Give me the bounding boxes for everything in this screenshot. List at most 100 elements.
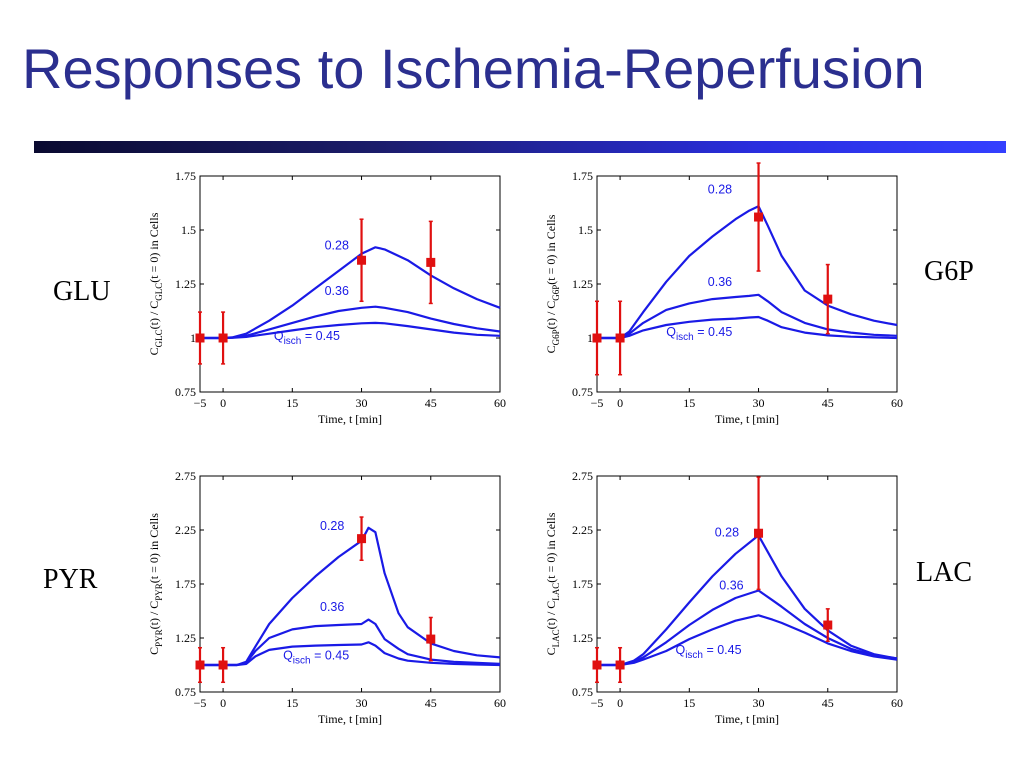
curve-annotation: 0.36 [719,578,743,592]
g6p-label: G6P [924,256,974,287]
x-tick-label: 45 [822,396,834,410]
x-tick-label: 60 [494,696,506,710]
x-tick-label: 45 [425,396,437,410]
curve-annotation: 0.36 [320,600,344,614]
lac-chart: −5 0 15 30 45 60 0.75 1.25 1.75 2.25 2.75 Time, t [… [544,469,903,726]
plot-area [596,175,898,393]
data-point [218,646,228,684]
curve-annotation: Qisch = 0.45 [675,643,741,661]
y-axis-label: CGLC(t) / CGLC(t = 0) in Cells [147,212,164,355]
y-tick-label: 2.75 [572,469,593,483]
curve-q-036 [597,589,898,667]
y-tick-label: 0.75 [572,685,593,699]
x-tick-label: −5 [194,696,207,710]
data-marker [218,660,228,670]
data-marker [195,333,205,343]
y-tick-label: 1 [190,331,196,345]
y-tick-label: 1.25 [572,631,593,645]
data-point [357,516,367,561]
lac-label: LAC [916,557,972,588]
x-tick-label: 60 [494,396,506,410]
curve-q-045 [200,641,501,667]
data-marker [615,333,625,343]
pyr-chart: −5 0 15 30 45 60 0.75 1.25 1.75 2.25 2.75 Time, t [… [147,469,506,726]
y-tick-label: 1.75 [572,577,593,591]
x-tick-label: −5 [591,396,604,410]
curve-q-028 [597,205,898,340]
y-tick-label: 1.25 [572,277,593,291]
data-marker [592,660,602,670]
y-tick-label: 0.75 [175,385,196,399]
data-marker [426,634,436,644]
slide-title: Responses to Ischemia-Reperfusion [22,37,925,100]
x-axis-label: Time, t [min] [715,712,779,726]
glu-chart: −5 0 15 30 45 60 0.75 1 1.25 1.5 1.75 Time, t [min]… [147,169,506,426]
x-tick-label: 15 [286,696,298,710]
x-tick-label: 30 [356,696,368,710]
curve-annotation: 0.28 [320,519,344,533]
data-point [592,300,602,376]
x-axis-label: Time, t [min] [318,712,382,726]
y-tick-label: 1.75 [175,577,196,591]
x-tick-label: 30 [753,396,765,410]
pyr-label: PYR [43,564,98,595]
x-tick-label: 45 [425,696,437,710]
data-marker [357,534,367,544]
x-tick-label: 45 [822,696,834,710]
x-tick-label: 30 [356,396,368,410]
data-marker [823,620,833,630]
data-point [426,220,436,305]
data-point [195,646,205,684]
y-tick-label: 1.75 [572,169,593,183]
data-point [754,162,764,272]
curve-annotation: 0.36 [325,284,349,298]
y-tick-label: 1.75 [175,169,196,183]
x-tick-label: −5 [591,696,604,710]
x-tick-label: −5 [194,396,207,410]
curve-annotation: 0.28 [325,238,349,252]
data-point [615,646,625,684]
y-tick-label: 2.75 [175,469,196,483]
data-point [823,608,833,642]
data-point [592,646,602,684]
data-point [426,616,436,662]
y-tick-label: 2.25 [175,523,196,537]
x-tick-label: 0 [220,396,226,410]
x-tick-label: 15 [683,396,695,410]
y-tick-label: 2.25 [572,523,593,537]
curve-q-028 [597,534,898,667]
plot-area [199,475,501,693]
data-marker [426,257,436,267]
data-marker [357,255,367,265]
y-axis-label: CLAC(t) / CLAC(t = 0) in Cells [544,512,561,655]
data-point [823,263,833,335]
y-tick-label: 1.5 [578,223,593,237]
y-tick-label: 1.25 [175,277,196,291]
x-tick-label: 0 [617,696,623,710]
data-marker [218,333,228,343]
x-tick-label: 0 [220,696,226,710]
curve-annotation: Qisch = 0.45 [274,329,340,347]
curve-annotation: 0.28 [715,525,739,539]
title-divider [34,141,1006,153]
curve-annotation: 0.36 [708,275,732,289]
x-tick-label: 15 [286,396,298,410]
data-point [218,311,228,365]
y-tick-label: 1 [587,331,593,345]
curve-q-045 [200,321,501,340]
data-marker [195,660,205,670]
y-tick-label: 1.25 [175,631,196,645]
data-point [615,300,625,376]
data-point [357,218,367,303]
curve-q-045 [597,315,898,340]
x-tick-label: 60 [891,696,903,710]
curve-annotation: Qisch = 0.45 [283,649,349,667]
data-marker [615,660,625,670]
g6p-chart: −5 0 15 30 45 60 0.75 1 1.25 1.5 1.75 Time, t [min]… [544,162,903,426]
curve-q-045 [597,614,898,667]
curve-q-028 [200,246,501,340]
data-point [754,476,764,591]
curve-annotation: 0.28 [708,182,732,196]
x-tick-label: 15 [683,696,695,710]
x-tick-label: 60 [891,396,903,410]
